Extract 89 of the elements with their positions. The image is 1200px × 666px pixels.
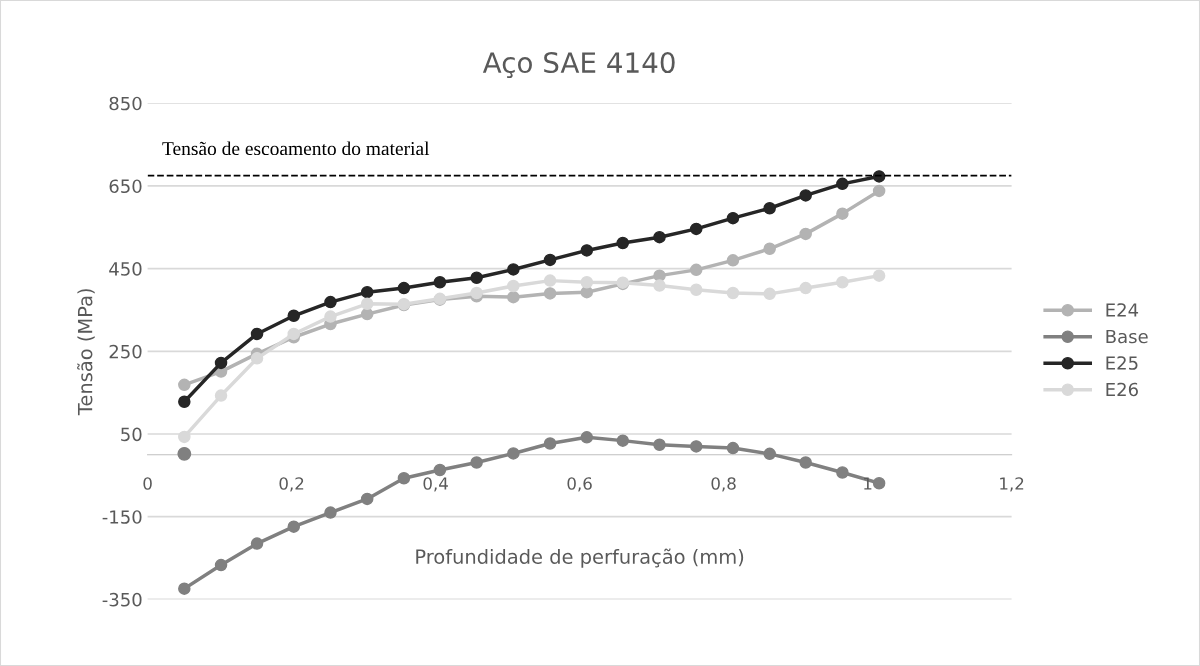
x-tick-label: 0,8 bbox=[711, 477, 736, 492]
x-tick-label: 0,4 bbox=[423, 477, 448, 492]
point bbox=[178, 582, 191, 595]
y-tick-label: -150 bbox=[102, 510, 142, 524]
point bbox=[397, 472, 411, 485]
point bbox=[543, 274, 557, 287]
point bbox=[689, 283, 703, 296]
point bbox=[543, 253, 557, 267]
point bbox=[178, 378, 191, 392]
point bbox=[763, 447, 776, 461]
point bbox=[653, 279, 666, 292]
point bbox=[433, 463, 447, 477]
point bbox=[287, 520, 301, 533]
point bbox=[470, 286, 483, 300]
point bbox=[616, 434, 630, 447]
legend-label: Base bbox=[1106, 329, 1148, 344]
legend-label: E25 bbox=[1106, 356, 1138, 370]
point bbox=[580, 244, 594, 257]
y-tick-label: 450 bbox=[109, 262, 142, 276]
legend-label: E26 bbox=[1106, 382, 1138, 397]
legend-label: E24 bbox=[1106, 303, 1139, 317]
point bbox=[287, 327, 301, 341]
x-tick-label: 1,2 bbox=[1000, 477, 1024, 492]
point bbox=[580, 431, 594, 444]
point bbox=[360, 492, 374, 506]
x-tick-label: 0,6 bbox=[567, 477, 592, 492]
point bbox=[324, 295, 337, 309]
point bbox=[250, 352, 264, 365]
point bbox=[214, 356, 228, 370]
point bbox=[872, 269, 886, 282]
ref-line-label: Tensão de escoamento do material bbox=[162, 141, 430, 156]
point bbox=[763, 242, 776, 256]
point bbox=[360, 307, 374, 321]
point bbox=[726, 286, 740, 300]
point bbox=[872, 476, 886, 490]
x-tick-label: 0,2 bbox=[279, 477, 304, 492]
point bbox=[287, 309, 301, 323]
point bbox=[872, 184, 886, 198]
point bbox=[470, 456, 483, 469]
point bbox=[177, 446, 192, 461]
point bbox=[836, 466, 849, 479]
point bbox=[580, 276, 594, 289]
point bbox=[616, 236, 630, 250]
point bbox=[178, 430, 191, 444]
point bbox=[763, 202, 776, 215]
point bbox=[726, 441, 740, 455]
y-tick-label: 850 bbox=[109, 96, 142, 111]
point bbox=[836, 177, 849, 191]
point bbox=[799, 281, 812, 295]
point bbox=[543, 437, 557, 450]
point bbox=[836, 207, 849, 220]
point bbox=[836, 276, 849, 289]
point bbox=[324, 506, 337, 519]
point bbox=[470, 271, 483, 284]
point bbox=[653, 438, 666, 452]
point bbox=[178, 395, 191, 409]
point bbox=[507, 447, 520, 460]
y-axis-title: Tensão (MPa) bbox=[77, 289, 95, 416]
point bbox=[799, 227, 812, 241]
point bbox=[689, 440, 703, 453]
point bbox=[250, 327, 264, 341]
point bbox=[214, 389, 228, 402]
point bbox=[799, 456, 812, 469]
point bbox=[689, 222, 703, 236]
y-tick-label: -350 bbox=[102, 592, 142, 607]
point bbox=[507, 263, 520, 276]
point bbox=[214, 558, 228, 572]
x-axis-title: Profundidade de perfuração (mm) bbox=[416, 548, 744, 568]
point bbox=[507, 290, 520, 304]
y-tick-label: 250 bbox=[109, 344, 142, 359]
point bbox=[250, 537, 264, 550]
point bbox=[543, 287, 557, 300]
point bbox=[799, 189, 812, 202]
point bbox=[507, 279, 520, 293]
point bbox=[397, 281, 411, 295]
point bbox=[726, 254, 740, 267]
y-tick-label: 50 bbox=[121, 427, 142, 442]
chart-title: Aço SAE 4140 bbox=[482, 52, 675, 79]
point bbox=[324, 310, 337, 323]
point bbox=[763, 287, 776, 301]
point bbox=[653, 230, 666, 244]
y-tick-label: 650 bbox=[109, 179, 142, 194]
x-tick-label: 1 bbox=[864, 477, 872, 490]
point bbox=[360, 285, 374, 299]
point bbox=[689, 263, 703, 277]
x-tick-label: 0 bbox=[143, 477, 152, 490]
point bbox=[726, 211, 740, 225]
point bbox=[360, 297, 374, 311]
point bbox=[433, 276, 447, 289]
